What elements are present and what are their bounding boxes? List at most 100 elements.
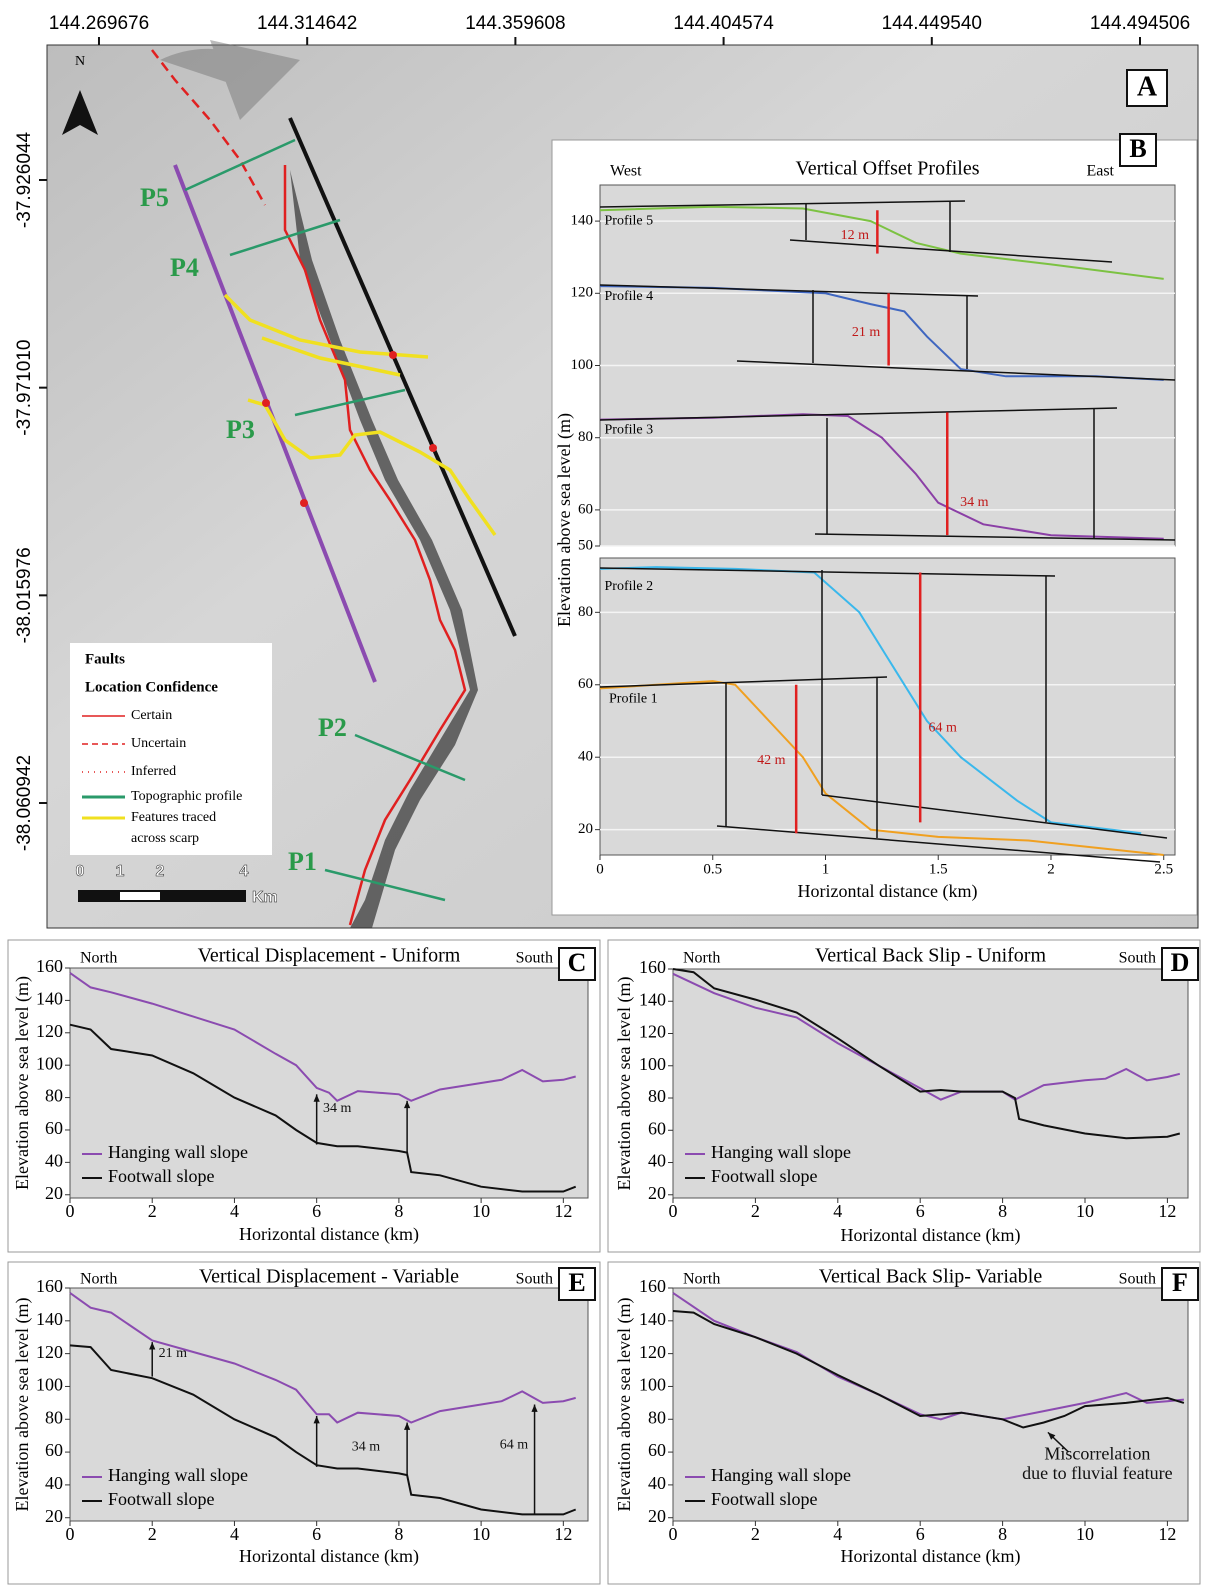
y-tick-label: 160 (36, 956, 63, 976)
x-tick-label: 12 (554, 1201, 572, 1221)
y-tick-label: -37.926044 (14, 131, 35, 228)
legend-item: Features traced (131, 810, 216, 825)
chart: 20406080100120140160024681012Hanging wal… (8, 940, 600, 1252)
y-tick-label: 80 (45, 1407, 63, 1427)
series-label: Profile 1 (609, 691, 658, 706)
series-label: Profile 3 (605, 423, 654, 438)
x-tick-label: 8 (394, 1201, 403, 1221)
annotation: due to fluvial feature (1022, 1463, 1172, 1483)
y-tick-label: 160 (36, 1276, 63, 1296)
x-tick-label: 10 (1076, 1524, 1094, 1544)
x-tick-label: 4 (833, 1524, 842, 1544)
legend-item: Hanging wall slope (108, 1465, 248, 1485)
x-tick-label: 2 (148, 1524, 157, 1544)
x-tick-label: 4 (833, 1201, 842, 1221)
x-tick-label: 10 (1076, 1201, 1094, 1221)
marker (429, 444, 437, 452)
legend-item: Footwall slope (711, 1166, 818, 1186)
panel-letter: F (1172, 1268, 1188, 1297)
side-label: West (610, 163, 642, 180)
legend-subtitle: Location Confidence (85, 679, 218, 695)
y-tick-label: 120 (36, 1342, 63, 1362)
y-tick-label: 100 (571, 357, 594, 373)
y-axis-label: Elevation above sea level (m) (614, 977, 635, 1191)
legend-item: Uncertain (131, 736, 186, 751)
y-tick-label: 120 (571, 285, 594, 301)
annotation: 42 m (757, 753, 786, 768)
side-label: South (516, 950, 553, 967)
y-tick-label: 100 (36, 1375, 63, 1395)
x-tick-label: 1 (822, 861, 830, 877)
panel-letter: B (1129, 134, 1146, 163)
scale-unit: Km (252, 889, 278, 906)
x-tick-label: 4 (230, 1201, 239, 1221)
y-tick-label: 140 (571, 213, 594, 229)
figure: N A P5 P4 P3 P2 P1 Faults Location Confi… (0, 0, 1213, 1586)
y-tick-label: -38.060942 (14, 755, 35, 851)
x-tick-label: 0 (66, 1201, 75, 1221)
panel-letter: A (1137, 71, 1158, 102)
series-label: Profile 4 (605, 289, 654, 304)
legend-item: Inferred (131, 764, 176, 779)
legend-item: Footwall slope (108, 1166, 215, 1186)
panel-letter: C (568, 948, 587, 977)
profile-label: P5 (140, 183, 169, 212)
chart: 20406080100120140160024681012Hanging wal… (8, 1262, 600, 1584)
annotation: 21 m (852, 325, 881, 340)
y-tick-label: 120 (639, 1342, 666, 1362)
x-axis-label: Horizontal distance (km) (798, 881, 978, 902)
x-axis-label: Horizontal distance (km) (841, 1546, 1021, 1567)
x-tick-label: 6 (312, 1201, 321, 1221)
legend-item: Certain (131, 708, 172, 723)
side-label: East (1086, 163, 1114, 180)
y-tick-label: 20 (648, 1183, 666, 1203)
y-tick-label: 40 (45, 1150, 63, 1170)
x-tick-label: 144.449540 (882, 13, 982, 34)
profile-label: P1 (288, 847, 317, 876)
side-label: North (80, 1271, 117, 1288)
y-tick-label: 160 (639, 957, 666, 977)
y-tick-label: -38.015976 (14, 547, 35, 643)
x-tick-label: 8 (394, 1524, 403, 1544)
x-tick-label: 144.494506 (1090, 13, 1190, 34)
y-tick-label: 100 (639, 1375, 666, 1395)
chart: 20406080100120140160024681012Hanging wal… (608, 1262, 1200, 1584)
x-tick-label: 144.404574 (673, 13, 774, 34)
chart-title: Vertical Back Slip - Uniform (815, 945, 1046, 967)
x-tick-label: 0 (669, 1201, 678, 1221)
profile-label: P4 (170, 253, 199, 282)
y-axis-label: Elevation above sea level (m) (614, 1298, 635, 1512)
legend-item: across scarp (131, 831, 199, 846)
x-tick-label: 10 (472, 1524, 490, 1544)
legend-item: Hanging wall slope (711, 1142, 851, 1162)
side-label: South (1119, 1271, 1156, 1288)
plot-area (70, 1288, 588, 1521)
y-tick-label: 60 (578, 501, 593, 517)
y-tick-label: 140 (36, 989, 63, 1009)
y-axis-label: Elevation above sea level (m) (554, 413, 575, 627)
x-tick-label: 4 (230, 1524, 239, 1544)
x-tick-label: 2 (751, 1201, 760, 1221)
x-tick-label: 0 (66, 1524, 75, 1544)
y-tick-label: 20 (648, 1506, 666, 1526)
y-tick-label: 20 (45, 1183, 63, 1203)
y-tick-label: 80 (648, 1407, 666, 1427)
x-tick-label: 10 (472, 1201, 490, 1221)
x-tick-label: 12 (1158, 1201, 1176, 1221)
y-tick-label: 40 (648, 1151, 666, 1171)
annotation: 34 m (323, 1101, 352, 1116)
north-label: N (75, 54, 85, 69)
x-tick-label: 2 (751, 1524, 760, 1544)
plot-area (600, 558, 1175, 855)
series-label: Profile 2 (605, 579, 654, 594)
y-axis-label: Elevation above sea level (m) (12, 976, 33, 1190)
annotation: Miscorrelation (1044, 1443, 1150, 1463)
side-label: North (80, 950, 117, 967)
x-tick-label: 144.269676 (49, 13, 149, 34)
x-tick-label: 0 (669, 1524, 678, 1544)
plot-area (673, 969, 1188, 1198)
x-tick-label: 2.5 (1154, 861, 1173, 877)
scale-label: 4 (240, 863, 249, 880)
panel-letter: E (568, 1268, 585, 1297)
y-tick-label: 80 (648, 1086, 666, 1106)
